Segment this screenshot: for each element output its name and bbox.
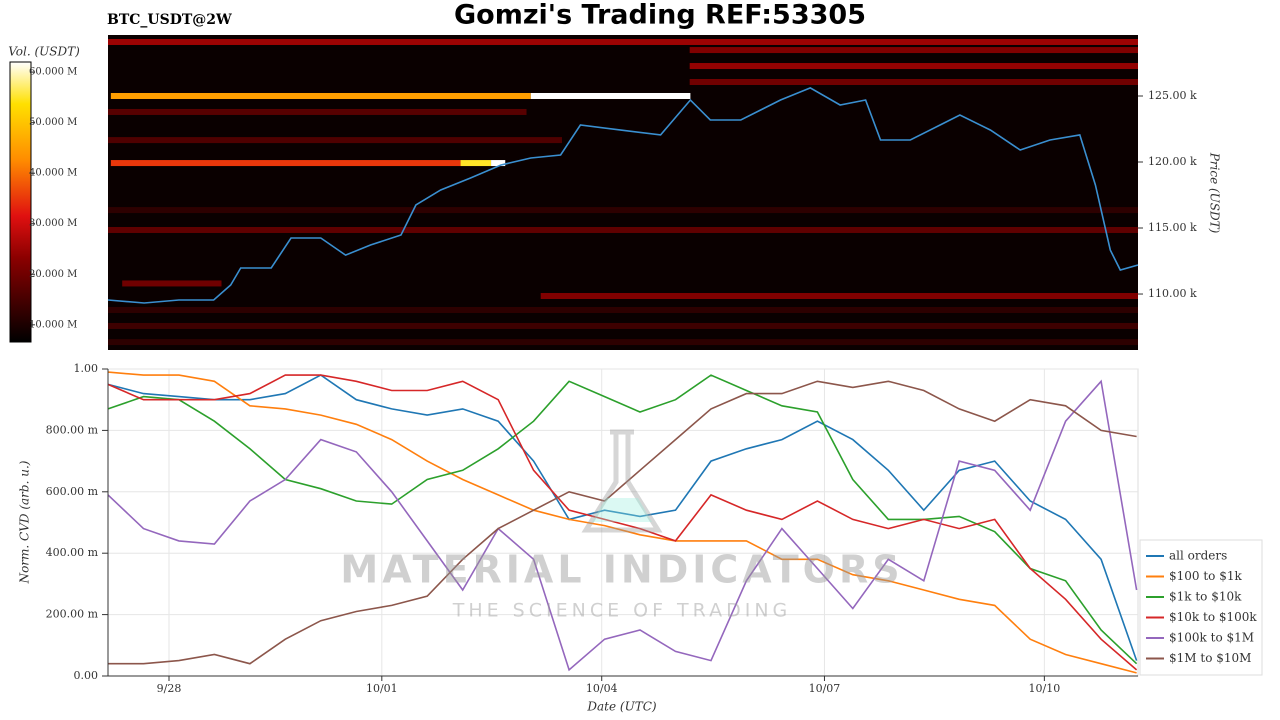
heatmap-band xyxy=(108,137,562,144)
heatmap-band xyxy=(108,207,1138,214)
y-tick-label: 200.00 m xyxy=(46,608,99,621)
colorbar-tick-label: 60.000 M xyxy=(29,67,77,78)
y-tick-label: 400.00 m xyxy=(46,546,99,559)
heatmap-band xyxy=(108,38,1138,45)
x-tick-label: 10/04 xyxy=(586,682,618,695)
x-tick-label: 10/07 xyxy=(809,682,841,695)
legend-label: $1M to $10M xyxy=(1169,651,1251,665)
x-tick-label: 9/28 xyxy=(157,682,182,695)
heatmap-band xyxy=(108,108,527,115)
heatmap-band xyxy=(689,63,1138,70)
legend: all orders $100 to $1k $1k to $10k $10k to … xyxy=(1139,539,1263,676)
price-line xyxy=(107,87,1139,304)
heatmap-band xyxy=(108,306,1138,313)
y-tick-label: 800.00 m xyxy=(46,423,99,436)
series-line xyxy=(107,374,1138,665)
legend-label: all orders xyxy=(1169,549,1227,563)
series-line xyxy=(107,374,1138,661)
series-line xyxy=(107,371,1137,674)
series-line xyxy=(108,380,1137,665)
series-line xyxy=(107,379,1138,672)
heatmap-band xyxy=(491,160,506,167)
legend-label: $100k to $1M xyxy=(1169,631,1254,645)
heatmap-panel xyxy=(107,35,1139,350)
legend-box xyxy=(1139,539,1263,676)
page-title: Gomzi's Trading REF:53305 xyxy=(454,0,866,31)
series-line xyxy=(107,374,1138,671)
heatmap-band xyxy=(110,160,461,167)
y-tick-label: 0.00 xyxy=(74,669,99,682)
y-axis-label: Price (USDT) xyxy=(1208,152,1222,234)
heatmap-band xyxy=(122,280,222,287)
heatmap-band xyxy=(689,47,1138,54)
y-tick-label: 120.00 k xyxy=(1148,155,1197,168)
colorbar-tick-label: 10.000 M xyxy=(29,319,77,330)
watermark-subtitle: THE SCIENCE OF TRADING xyxy=(452,600,792,622)
colorbar xyxy=(9,61,32,343)
heatmap-band xyxy=(540,293,1138,300)
y-axis-label: Norm. CVD (arb. u.) xyxy=(18,460,32,584)
y-tick-label: 115.00 k xyxy=(1148,221,1197,234)
watermark-icon xyxy=(581,429,663,533)
heatmap-band xyxy=(460,160,492,167)
y-tick-label: 110.00 k xyxy=(1148,287,1197,300)
legend-label: $10k to $100k xyxy=(1169,610,1257,624)
x-axis-label: Date (UTC) xyxy=(586,700,656,714)
watermark-icon xyxy=(592,498,652,522)
watermark: MATERIAL INDICATORS THE SCIENCE OF TRADI… xyxy=(340,429,903,622)
heatmap-band xyxy=(108,339,1138,346)
heatmap-band xyxy=(530,92,691,99)
cvd-panel xyxy=(107,368,1139,677)
pair-label: BTC_USDT@2W xyxy=(107,12,232,28)
y-tick-label: 1.00 xyxy=(74,362,99,375)
legend-label: $100 to $1k xyxy=(1169,569,1242,583)
x-tick-label: 10/10 xyxy=(1029,682,1061,695)
heatmap-band xyxy=(108,226,1138,233)
plot-background xyxy=(107,368,1139,677)
colorbar-tick-label: 30.000 M xyxy=(29,218,77,229)
legend-label: $1k to $10k xyxy=(1169,590,1242,604)
colorbar-tick-label: 20.000 M xyxy=(29,269,77,280)
y-tick-label: 600.00 m xyxy=(46,485,99,498)
colorbar-tick-label: 50.000 M xyxy=(29,117,77,128)
heatmap-band xyxy=(689,78,1138,85)
colorbar-tick-label: 40.000 M xyxy=(29,168,77,179)
colorbar-label: Vol. (USDT) xyxy=(8,45,80,59)
heatmap-band xyxy=(108,322,1138,329)
watermark-title: MATERIAL INDICATORS xyxy=(340,548,903,592)
x-tick-label: 10/01 xyxy=(366,682,398,695)
y-tick-label: 125.00 k xyxy=(1148,89,1197,102)
heatmap-band xyxy=(110,92,531,99)
